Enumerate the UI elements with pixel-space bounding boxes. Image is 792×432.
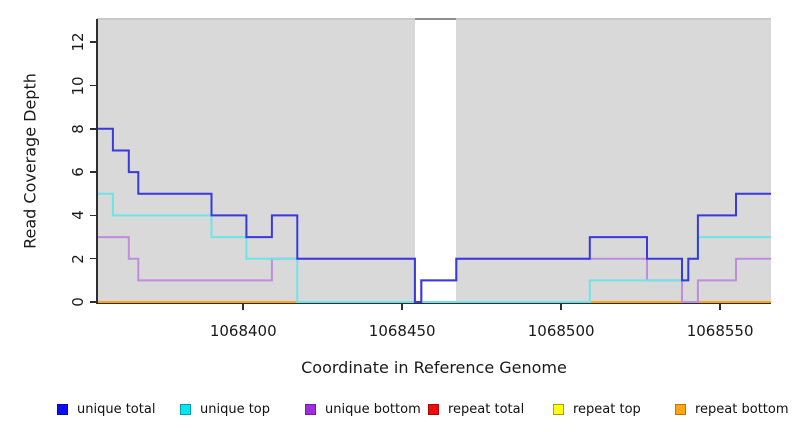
x-tick-label: 1068550 (686, 322, 754, 340)
legend-label: unique bottom (325, 402, 421, 417)
legend-label: repeat total (448, 402, 525, 417)
x-tick-label: 1068400 (209, 322, 277, 340)
legend-label: unique total (77, 402, 156, 417)
x-tick-label: 1068500 (527, 322, 595, 340)
y-tick-label: 2 (69, 253, 87, 264)
legend-item-unique-total: unique total (57, 403, 155, 416)
masked-region (414, 19, 457, 303)
legend-swatch-repeat-total (428, 404, 439, 415)
y-tick-label: 6 (69, 167, 87, 177)
legend-item-repeat-total: repeat total (428, 403, 524, 416)
y-tick-mark (89, 41, 97, 43)
series-unique-total (97, 127, 771, 303)
legend-swatch-unique-total (57, 404, 68, 415)
y-tick-mark (89, 214, 97, 217)
y-axis-title: Read Coverage Depth (20, 73, 40, 249)
legend-item-repeat-bottom: repeat bottom (675, 403, 789, 416)
series-unique-bottom (97, 236, 771, 303)
y-tick-mark (89, 128, 97, 130)
y-tick-label: 10 (69, 75, 87, 96)
y-tick-label: 0 (69, 297, 87, 307)
x-axis-title: Coordinate in Reference Genome (301, 358, 567, 377)
coverage-step-lines (97, 127, 771, 303)
legend-label: repeat bottom (695, 402, 789, 417)
legend-label: unique top (200, 402, 271, 417)
legend-swatch-unique-top (180, 404, 191, 415)
y-tick-mark (89, 84, 97, 87)
y-tick-mark (89, 257, 97, 260)
x-tick-mark (242, 303, 244, 310)
y-axis-line (96, 19, 98, 304)
plot-area (97, 19, 771, 303)
x-axis-line (97, 302, 771, 304)
masked-region-top-edge (414, 17, 457, 21)
legend-swatch-unique-bottom (305, 404, 316, 415)
legend-item-unique-top: unique top (180, 403, 270, 416)
x-tick-mark (719, 303, 721, 310)
x-tick-mark (401, 303, 403, 310)
y-tick-label: 12 (69, 32, 87, 52)
y-tick-label: 4 (69, 210, 87, 221)
legend-swatch-repeat-top (553, 404, 564, 415)
x-tick-label: 1068450 (368, 322, 436, 340)
y-tick-mark (89, 171, 97, 173)
y-tick-label: 8 (69, 124, 87, 134)
legend-swatch-repeat-bottom (675, 404, 686, 415)
legend-item-repeat-top: repeat top (553, 403, 641, 416)
y-tick-mark (89, 301, 97, 303)
x-tick-mark (560, 303, 562, 310)
legend-label: repeat top (573, 402, 641, 417)
legend-item-unique-bottom: unique bottom (305, 403, 421, 416)
series-unique-top (97, 192, 771, 303)
